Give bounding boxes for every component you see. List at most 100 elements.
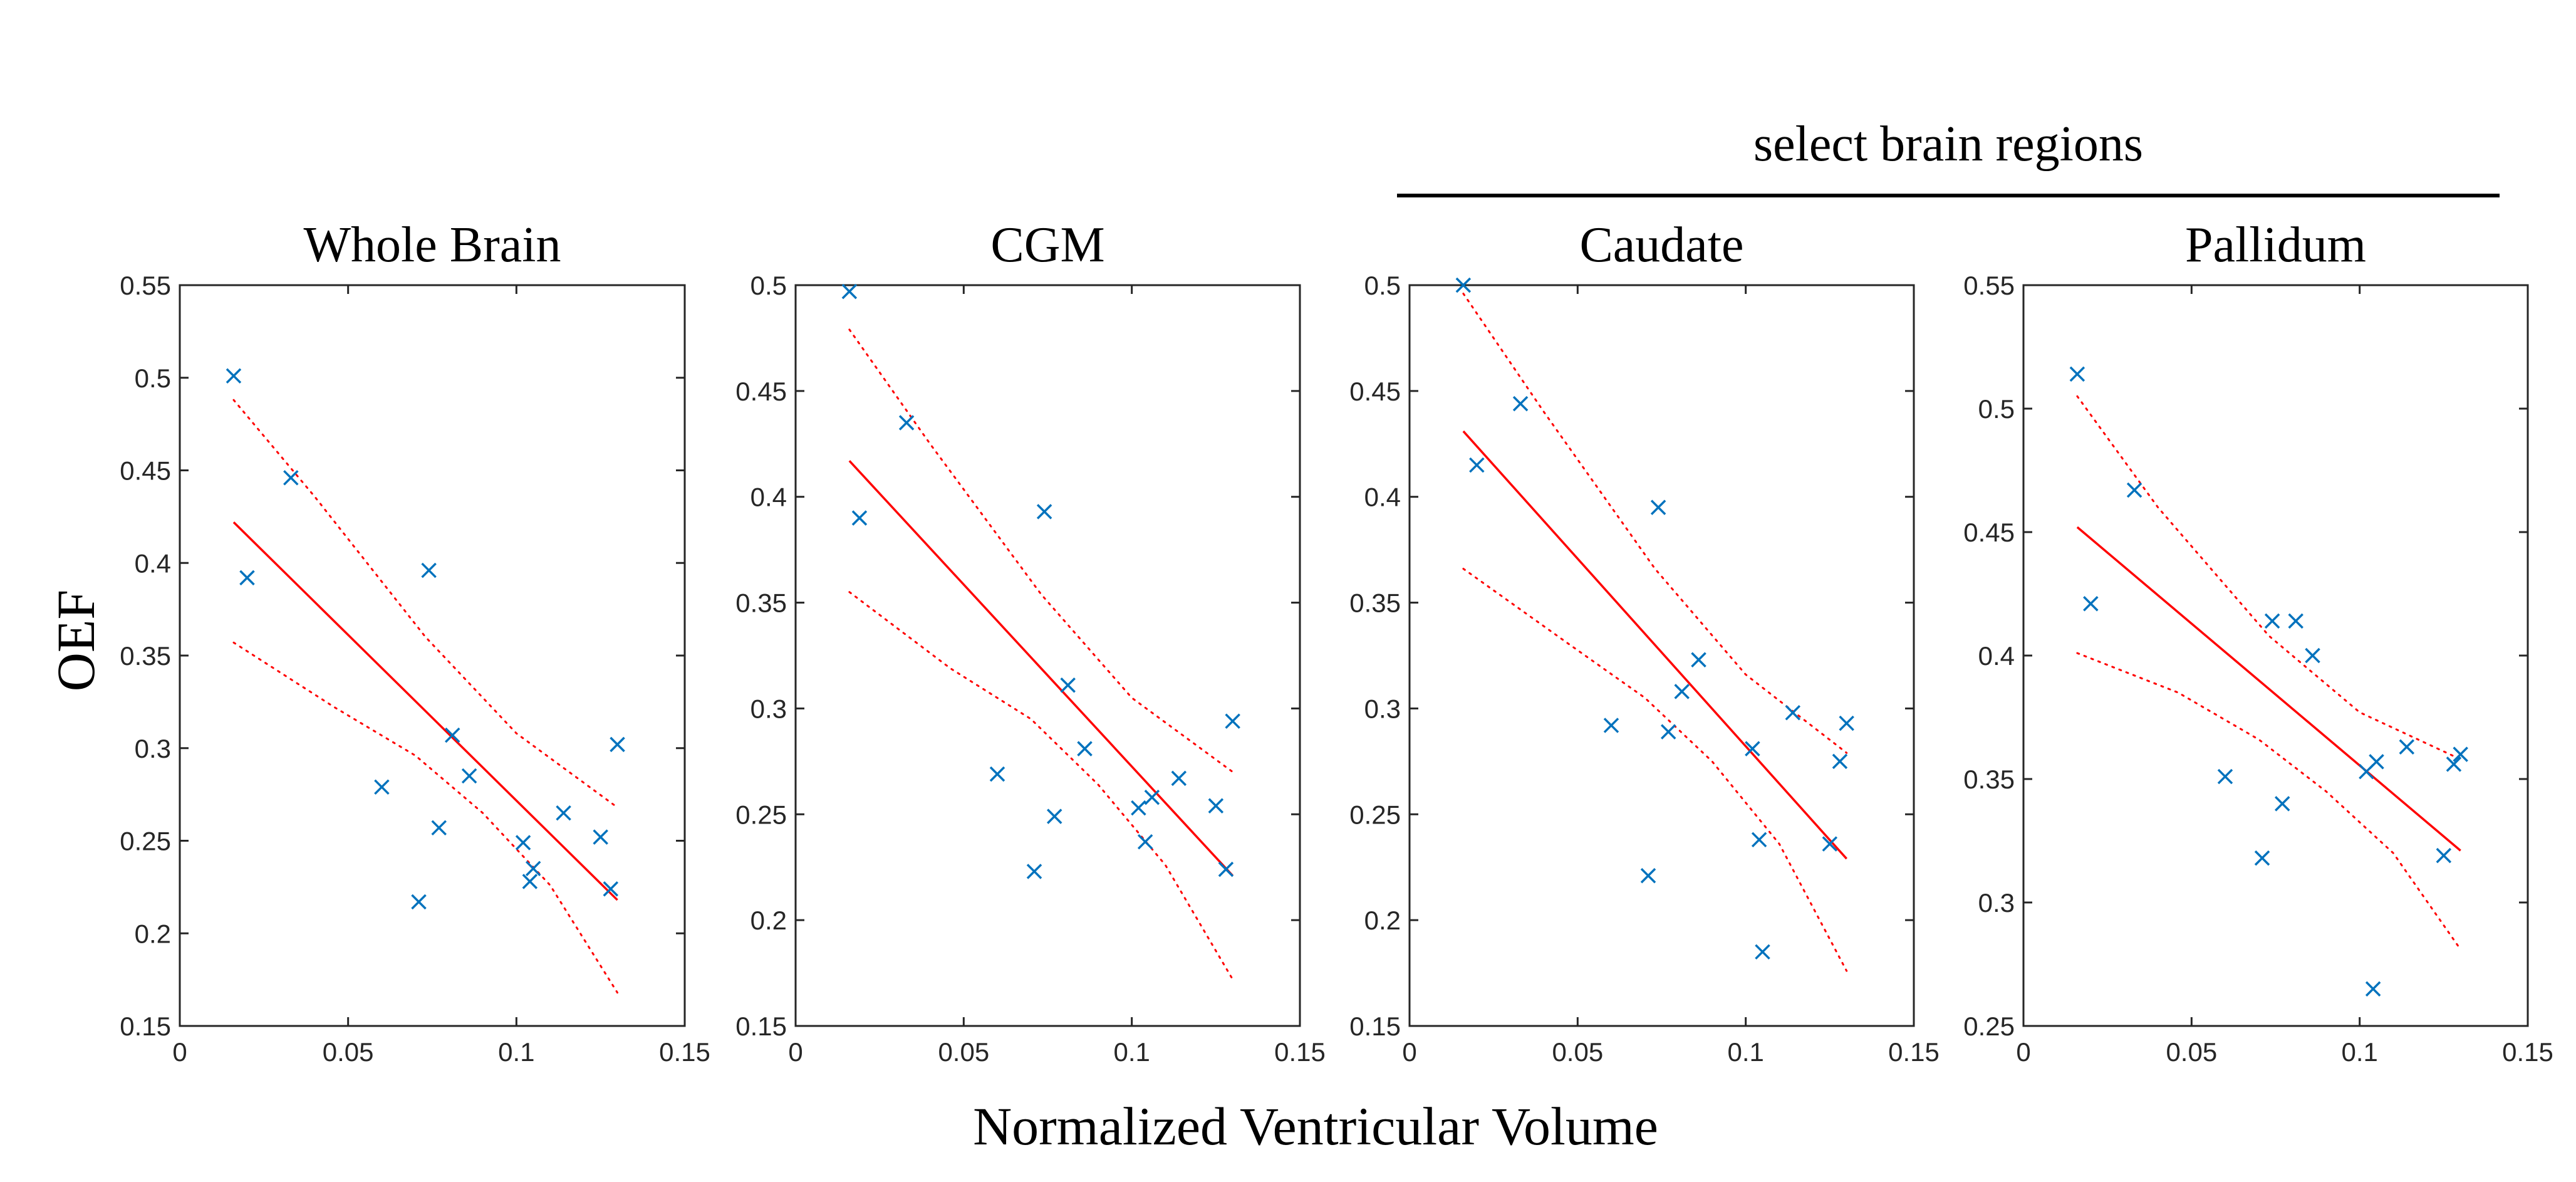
- whole-brain-data-point: [610, 736, 625, 753]
- cgm-y-tick-label: 0.5: [750, 271, 787, 300]
- pallidum-data-point: [2254, 850, 2270, 866]
- whole-brain-x-tick-label: 0.05: [323, 1037, 374, 1067]
- caudate-data-point: [1785, 704, 1801, 721]
- whole-brain-ci-lower: [232, 641, 618, 994]
- cgm-ci-upper: [848, 328, 1234, 773]
- caudate-fit-line: [1462, 430, 1847, 860]
- caudate-ci-lower: [1462, 568, 1848, 972]
- cgm-x-tick-label: 0.05: [938, 1037, 989, 1067]
- whole-brain-data-point: [603, 881, 619, 897]
- caudate-x-tick-label: 0.1: [1727, 1037, 1763, 1067]
- cgm-axes-frame: [794, 284, 1301, 1027]
- pallidum-data-point: [2369, 754, 2384, 770]
- cgm-y-tick-label: 0.3: [750, 694, 787, 723]
- caudate-data-point: [1455, 277, 1472, 293]
- cgm-data-point: [1060, 677, 1076, 693]
- group-label: select brain regions: [1753, 117, 2143, 172]
- y-axis-label: OEF: [46, 590, 106, 691]
- pallidum-ci-lower: [2076, 652, 2462, 951]
- caudate-data-point: [1755, 944, 1770, 960]
- panel-caudate: Caudate 0 0.05 0.1 0.15 0.15 0.2 0.25 0.3 0.35 0.4…: [1349, 217, 1940, 1067]
- whole-brain-data-point: [556, 805, 571, 821]
- caudate-y-tick-label: 0.15: [1349, 1012, 1401, 1041]
- pallidum-data-point: [2446, 756, 2462, 772]
- cgm-data-point: [1137, 834, 1153, 850]
- whole-brain-x-tick-label: 0: [172, 1037, 187, 1067]
- whole-brain-data-point: [515, 835, 531, 850]
- pallidum-data-point: [2399, 739, 2415, 755]
- whole-brain-data-point: [522, 874, 538, 889]
- caudate-data-point: [1640, 867, 1656, 884]
- panel-pallidum: Pallidum 0 0.05 0.1 0.15 0.25 0.3 0.35 0.4 0.45 0.…: [1963, 217, 2553, 1067]
- pallidum-ci-upper: [2076, 395, 2462, 760]
- cgm-y-tick-label: 0.15: [735, 1012, 787, 1041]
- caudate-data-point: [1751, 832, 1767, 848]
- whole-brain-y-tick-label: 0.15: [120, 1012, 171, 1041]
- pallidum-x-tick-label: 0.05: [2166, 1037, 2217, 1067]
- pallidum-data-point: [2365, 981, 2381, 997]
- pallidum-data-point: [2264, 613, 2280, 629]
- whole-brain-y-tick-label: 0.5: [135, 363, 171, 393]
- cgm-data-point: [851, 510, 868, 526]
- pallidum-axes-frame: [2022, 284, 2529, 1027]
- cgm-data-point: [1171, 770, 1187, 787]
- whole-brain-data-point: [445, 727, 460, 743]
- cgm-x-tick-label: 0.15: [1274, 1037, 1326, 1067]
- cgm-data-point: [841, 283, 858, 300]
- pallidum-y-tick-label: 0.35: [1963, 765, 2015, 794]
- caudate-data-point: [1832, 753, 1848, 770]
- pallidum-y-tick-label: 0.3: [1978, 888, 2015, 918]
- caudate-data-point: [1822, 836, 1838, 852]
- caudate-data-point: [1650, 499, 1666, 515]
- pallidum-y-tick-label: 0.25: [1963, 1012, 2015, 1041]
- caudate-y-tick-label: 0.45: [1349, 377, 1401, 406]
- pallidum-data-point: [2436, 847, 2452, 864]
- caudate-y-tick-label: 0.35: [1349, 588, 1401, 618]
- cgm-data-point: [1036, 504, 1052, 520]
- whole-brain-data-point: [226, 368, 242, 384]
- caudate-data-point: [1839, 715, 1854, 731]
- pallidum-y-tick-label: 0.5: [1978, 394, 2015, 424]
- whole-brain-data-point: [461, 768, 477, 784]
- whole-brain-data-point: [593, 829, 608, 845]
- pallidum-data-point: [2453, 746, 2468, 762]
- cgm-data-point: [1208, 798, 1224, 814]
- caudate-data-point: [1603, 718, 1619, 733]
- caudate-title: Caudate: [1579, 217, 1743, 273]
- whole-brain-data-point: [411, 894, 427, 910]
- whole-brain-data-point: [239, 570, 255, 586]
- whole-brain-data-point: [525, 860, 541, 877]
- caudate-data-point: [1660, 724, 1676, 740]
- cgm-y-tick-label: 0.35: [735, 588, 787, 618]
- pallidum-x-tick-label: 0.1: [2341, 1037, 2377, 1067]
- pallidum-data-point: [2083, 596, 2099, 612]
- cgm-y-tick-label: 0.25: [735, 800, 787, 829]
- whole-brain-data-point: [431, 820, 447, 836]
- whole-brain-fit-line: [232, 521, 618, 901]
- caudate-y-tick-label: 0.4: [1364, 483, 1401, 512]
- x-axis-label: Normalized Ventricular Volume: [973, 1096, 1658, 1156]
- pallidum-data-point: [2217, 768, 2233, 785]
- pallidum-fit-line: [2076, 526, 2461, 852]
- panel-whole-brain: Whole Brain 0 0.05 0.1 0.15 0.15 0.2 0.25 0.3 0.3…: [120, 217, 710, 1067]
- whole-brain-data-point: [283, 470, 299, 486]
- panel-cgm: CGM 0 0.05 0.1 0.15 0.15 0.2 0.25 0.3 0.35 0.4 0.45…: [735, 217, 1326, 1067]
- caudate-axes-frame: [1408, 284, 1915, 1027]
- caudate-x-tick-label: 0.05: [1552, 1037, 1603, 1067]
- whole-brain-y-tick-label: 0.45: [120, 456, 171, 486]
- pallidum-y-tick-label: 0.4: [1978, 641, 2015, 671]
- caudate-data-point: [1691, 652, 1706, 667]
- pallidum-data-point: [2274, 796, 2290, 812]
- caudate-y-tick-label: 0.3: [1364, 694, 1401, 723]
- cgm-data-point: [1046, 808, 1062, 824]
- caudate-x-tick-label: 0: [1402, 1037, 1416, 1067]
- pallidum-x-tick-label: 0.15: [2502, 1037, 2553, 1067]
- caudate-x-tick-label: 0.15: [1888, 1037, 1940, 1067]
- caudate-y-tick-label: 0.25: [1349, 800, 1401, 829]
- pallidum-data-point: [2069, 366, 2085, 382]
- whole-brain-y-tick-label: 0.55: [120, 271, 171, 300]
- pallidum-x-tick-label: 0: [2016, 1037, 2030, 1067]
- cgm-title: CGM: [990, 217, 1104, 273]
- whole-brain-y-tick-label: 0.25: [120, 827, 171, 856]
- caudate-data-point: [1512, 395, 1529, 412]
